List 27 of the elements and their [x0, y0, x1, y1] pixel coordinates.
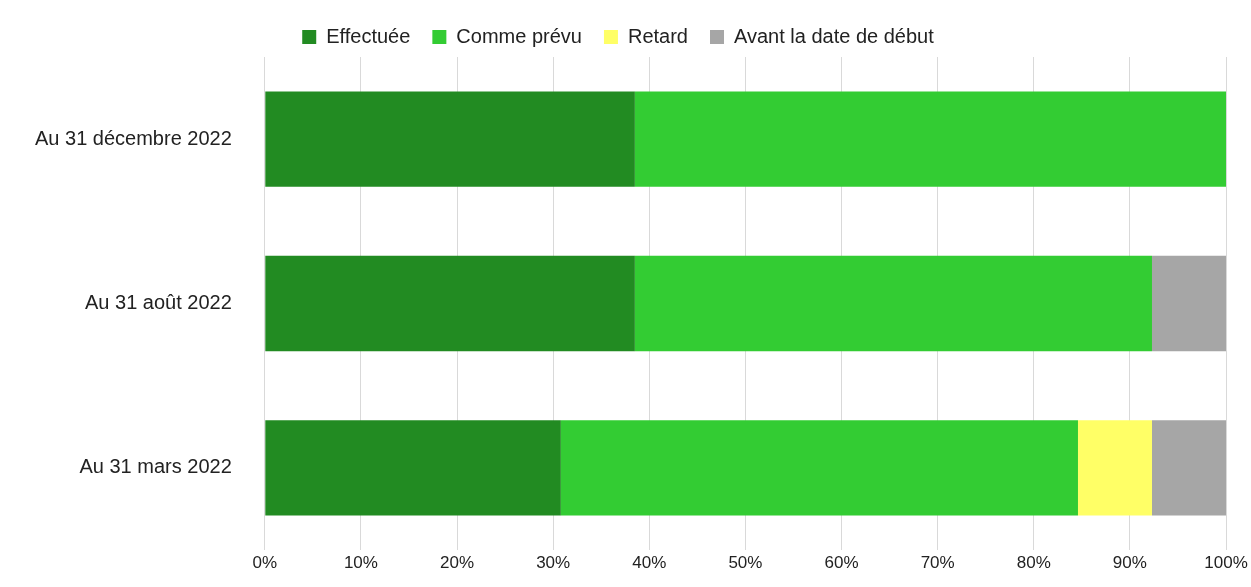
legend-label: Effectuée [326, 24, 411, 47]
x-tick-label: 0% [252, 552, 278, 572]
bar [1151, 420, 1226, 516]
bar [265, 420, 561, 516]
x-tick-label: 10% [343, 552, 378, 572]
bar [1077, 420, 1152, 516]
x-tick-label: 30% [536, 552, 571, 572]
bar [634, 91, 1226, 187]
x-tick-label: 20% [440, 552, 475, 572]
x-tick-label: 60% [824, 552, 859, 572]
y-tick-label: Au 31 août 2022 [85, 291, 232, 314]
legend-label: Avant la date de début [733, 24, 935, 47]
bar [560, 420, 1078, 516]
bar [634, 255, 1152, 352]
x-tick-label: 40% [632, 552, 667, 572]
bar [1151, 255, 1226, 352]
x-tick-label: 70% [920, 552, 955, 572]
legend-label: Retard [627, 24, 688, 47]
bar [265, 255, 635, 352]
x-tick-label: 50% [728, 552, 763, 572]
x-tick-label: 90% [1112, 552, 1147, 572]
y-tick-label: Au 31 mars 2022 [79, 455, 232, 478]
legend-label: Comme prévu [456, 24, 582, 47]
x-tick-label: 80% [1016, 552, 1051, 572]
x-tick-label: 100% [1204, 552, 1248, 572]
y-tick-label: Au 31 décembre 2022 [34, 126, 232, 149]
bar [265, 91, 635, 187]
